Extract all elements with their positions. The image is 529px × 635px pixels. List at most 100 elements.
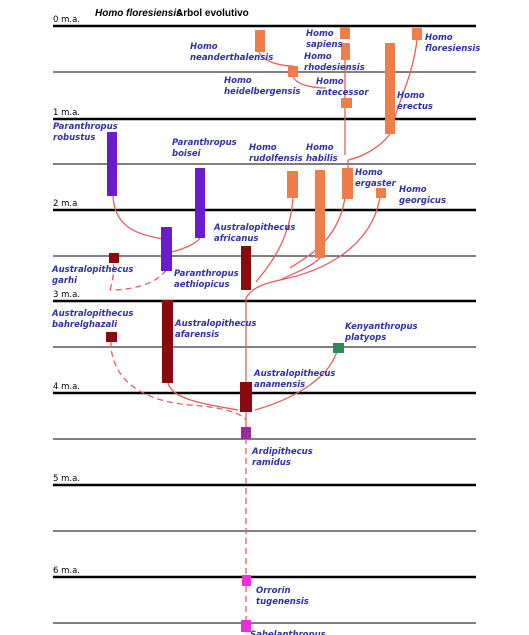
label-a-garhi: Australopithecus garhi <box>51 265 133 286</box>
connector-13 <box>112 195 167 241</box>
label-line: Homo <box>397 91 425 101</box>
title-species: Homo floresiensis <box>95 8 182 19</box>
label-line: Australopithecus <box>51 265 133 275</box>
bar-erectus <box>385 43 395 134</box>
label-line: neanderthalensis <box>190 53 273 63</box>
label-a-afarensis: Australopithecus afarensis <box>174 319 256 340</box>
label-ramidus: Ardipithecus ramidus <box>251 447 313 468</box>
label-line: habilis <box>306 154 338 164</box>
connector-19 <box>110 340 247 421</box>
label-line: Ardipithecus <box>251 447 313 457</box>
bar-sahelanthropus <box>241 620 251 632</box>
bar-a-bahrelghazali <box>106 332 117 342</box>
label-line: Sahelanthropus <box>250 630 326 635</box>
label-line: ramidus <box>252 458 291 468</box>
label-rudolfensis: Homo rudolfensis <box>249 143 303 164</box>
label-line: Homo <box>306 29 334 39</box>
time-label-t5: 5 m.a. <box>53 474 80 484</box>
connector-15 <box>109 261 115 291</box>
label-line: rudolfensis <box>249 154 303 164</box>
bar-rhodesiensis <box>341 43 350 60</box>
bar-sapiens <box>340 27 350 39</box>
bar-rudolfensis <box>287 171 298 198</box>
label-tugenensis: Orrorin tugenensis <box>256 586 309 607</box>
label-line: Homo <box>355 168 383 178</box>
bar-a-africanus <box>241 246 251 290</box>
label-a-anamensis: Australopithecus anamensis <box>253 369 335 390</box>
time-label-t4: 4 m.a. <box>53 382 80 392</box>
time-label-t0: 0 m.a. <box>53 15 80 25</box>
label-line: rhodesiensis <box>304 63 365 73</box>
label-line: Australopithecus <box>51 309 133 319</box>
connector-9 <box>255 197 294 283</box>
connector-18 <box>254 347 339 411</box>
label-p-boisei: Paranthropus boisei <box>172 138 237 159</box>
label-ergaster: Homo ergaster <box>355 168 397 189</box>
connector-1 <box>292 75 327 89</box>
bar-k-platyops <box>333 343 344 353</box>
label-line: Homo <box>306 143 334 153</box>
label-line: boisei <box>172 149 202 159</box>
bar-georgicus <box>376 188 386 198</box>
label-line: Paranthropus <box>53 122 118 132</box>
time-label-t6: 6 m.a. <box>53 566 80 576</box>
bar-a-afarensis <box>162 300 173 383</box>
label-p-robustus: Paranthropus robustus <box>53 122 118 143</box>
label-line: Orrorin <box>256 586 291 596</box>
label-sahelanthropus: Sahelanthropus <box>250 630 326 635</box>
bar-tugenensis <box>242 575 251 586</box>
label-line: bahrelghazali <box>52 320 118 330</box>
label-line: tugenensis <box>256 597 309 607</box>
bar-heidelbergensis <box>288 66 298 77</box>
label-line: anamensis <box>254 380 305 390</box>
label-line: Australopithecus <box>174 319 256 329</box>
label-line: robustus <box>53 133 95 143</box>
label-a-africanus: Australopithecus africanus <box>213 223 295 244</box>
label-line: Homo <box>316 77 344 87</box>
label-line: aethiopicus <box>174 280 230 290</box>
connector-17 <box>167 381 239 411</box>
label-p-aethiopicus: Paranthropus aethiopicus <box>174 269 239 290</box>
bar-a-garhi <box>109 253 119 263</box>
bar-neanderthalensis <box>255 30 265 52</box>
label-line: Homo <box>249 143 277 153</box>
label-a-bahrelghazali: Australopithecus bahrelghazali <box>51 309 133 330</box>
label-line: ergaster <box>355 179 397 189</box>
label-line: Australopithecus <box>213 223 295 233</box>
label-line: Homo <box>224 76 252 86</box>
label-heidelbergensis: Homo heidelbergensis <box>224 76 300 97</box>
label-line: Kenyanthropus <box>345 322 418 332</box>
bar-p-boisei <box>195 168 205 238</box>
connector-14 <box>109 269 167 291</box>
label-line: Homo <box>425 33 453 43</box>
connector-5 <box>347 133 391 161</box>
label-line: Homo <box>190 42 218 52</box>
bar-floresiensis <box>412 28 422 40</box>
time-label-t3: 3 m.a. <box>53 290 80 300</box>
label-line: sapiens <box>306 40 343 50</box>
label-habilis: Homo habilis <box>306 143 338 164</box>
label-neanderthalensis: Homo neanderthalensis <box>190 42 273 63</box>
bar-p-robustus <box>107 132 117 196</box>
label-line: Paranthropus <box>174 269 239 279</box>
label-line: Homo <box>304 52 332 62</box>
label-georgicus: Homo georgicus <box>399 185 446 206</box>
connector-12 <box>171 237 201 253</box>
label-line: Australopithecus <box>253 369 335 379</box>
label-line: erectus <box>397 102 433 112</box>
label-line: heidelbergensis <box>224 87 300 97</box>
label-line: georgicus <box>399 196 446 206</box>
connector-0 <box>258 51 294 67</box>
label-antecessor: Homo antecessor <box>316 77 369 98</box>
bar-p-aethiopicus <box>161 227 172 271</box>
label-floresiensis: Homo floresiensis <box>425 33 480 54</box>
label-rhodesiensis: Homo rhodesiensis <box>304 52 365 73</box>
bar-a-anamensis <box>240 382 252 412</box>
title-text: Arbol evolutivo <box>176 8 249 19</box>
label-line: africanus <box>214 234 258 244</box>
time-label-t2: 2 m.a <box>53 199 77 209</box>
label-line: platyops <box>344 333 386 343</box>
bar-habilis <box>315 170 325 258</box>
label-erectus: Homo erectus <box>397 91 433 112</box>
